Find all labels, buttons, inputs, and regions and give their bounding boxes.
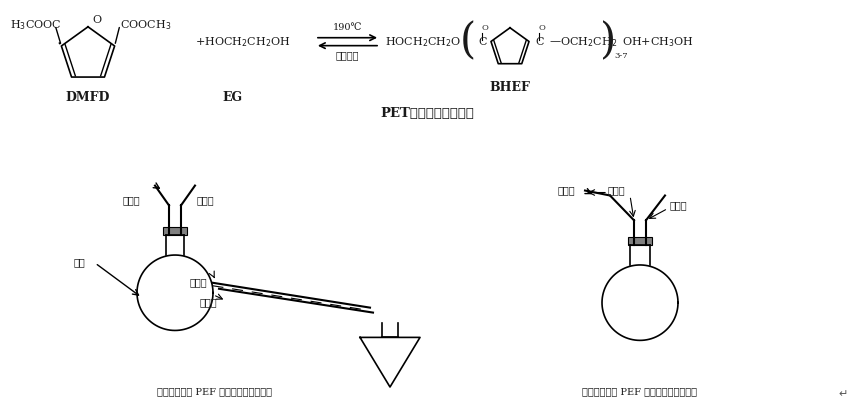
Text: —OCH$_2$CH$_2$: —OCH$_2$CH$_2$ [549, 35, 617, 49]
Text: 温控仪: 温控仪 [197, 196, 215, 205]
Text: +HOCH$_2$CH$_2$OH: +HOCH$_2$CH$_2$OH [195, 35, 290, 49]
Text: C: C [478, 36, 486, 47]
Text: EG: EG [222, 91, 242, 104]
Text: (: ( [460, 21, 476, 63]
Text: 酯化反应: 酯化反应 [336, 52, 360, 61]
Text: 氮气: 氮气 [74, 259, 85, 267]
Text: O: O [92, 15, 102, 25]
Text: 温控仪: 温控仪 [670, 201, 687, 210]
Text: 搅拌桨: 搅拌桨 [608, 186, 625, 195]
FancyBboxPatch shape [163, 227, 187, 235]
Text: COOCH$_3$: COOCH$_3$ [120, 18, 171, 32]
Text: O: O [482, 24, 489, 32]
Text: 3-7: 3-7 [614, 52, 627, 60]
Text: 190℃: 190℃ [333, 23, 362, 32]
Text: 搅拌桨: 搅拌桨 [122, 196, 140, 205]
Text: C: C [535, 36, 544, 47]
Text: 进水口: 进水口 [190, 278, 208, 287]
Text: BHEF: BHEF [490, 81, 531, 94]
Text: PET酯交换反应方程式: PET酯交换反应方程式 [381, 107, 474, 120]
Text: H$_3$COOC: H$_3$COOC [10, 18, 62, 32]
Text: 酯交换法合成 PEF 缩聚阶段装置示意图: 酯交换法合成 PEF 缩聚阶段装置示意图 [582, 387, 698, 396]
Text: ): ) [600, 21, 616, 63]
Text: ↵: ↵ [839, 389, 848, 399]
Text: HOCH$_2$CH$_2$O: HOCH$_2$CH$_2$O [385, 35, 461, 49]
Text: OH+CH$_3$OH: OH+CH$_3$OH [622, 35, 694, 49]
Text: 酯交换法合成 PEF 酯化阶段装置示意图: 酯交换法合成 PEF 酯化阶段装置示意图 [158, 387, 272, 396]
FancyBboxPatch shape [628, 237, 652, 245]
Text: O: O [539, 24, 546, 32]
Text: 出水口: 出水口 [200, 298, 217, 307]
Text: 抽真空: 抽真空 [557, 186, 575, 195]
Text: DMFD: DMFD [66, 91, 110, 104]
